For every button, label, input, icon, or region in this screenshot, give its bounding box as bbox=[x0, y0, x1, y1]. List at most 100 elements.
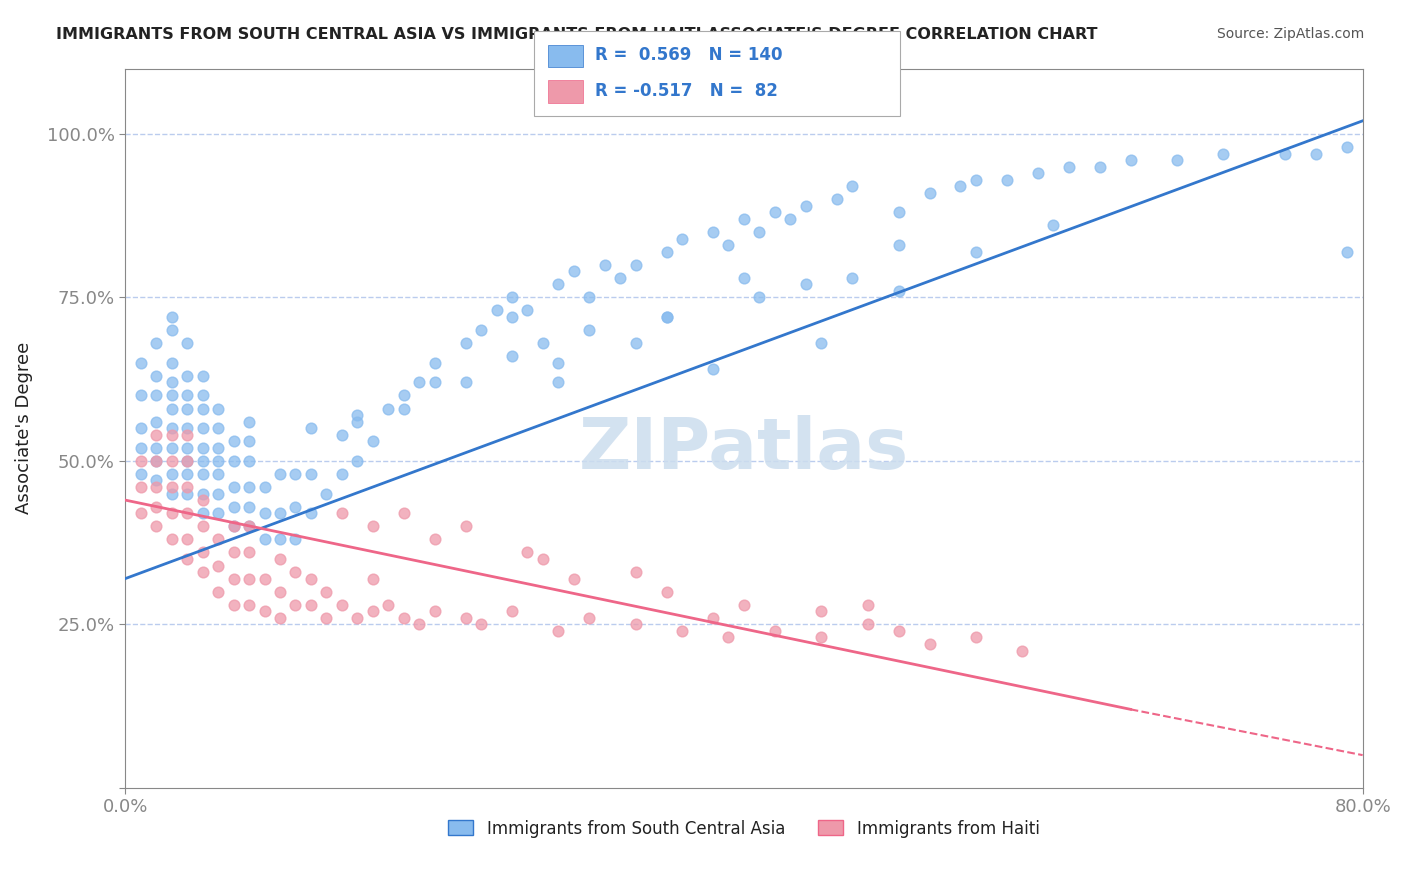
Point bbox=[145, 415, 167, 429]
Point bbox=[717, 238, 740, 252]
Point bbox=[485, 303, 508, 318]
Point bbox=[222, 500, 245, 514]
Point bbox=[207, 584, 229, 599]
Point bbox=[269, 533, 291, 547]
Point bbox=[253, 604, 276, 618]
Point bbox=[299, 467, 322, 481]
Point bbox=[145, 427, 167, 442]
Point bbox=[191, 421, 214, 435]
Point bbox=[887, 284, 910, 298]
Point bbox=[501, 604, 523, 618]
Point bbox=[299, 598, 322, 612]
Point bbox=[965, 631, 987, 645]
Point bbox=[207, 506, 229, 520]
Point bbox=[965, 172, 987, 186]
Point bbox=[408, 376, 430, 390]
Point bbox=[145, 480, 167, 494]
Point bbox=[454, 336, 477, 351]
Point bbox=[1166, 153, 1188, 167]
Point bbox=[207, 441, 229, 455]
Point bbox=[238, 545, 260, 559]
Point bbox=[160, 441, 183, 455]
Point bbox=[191, 506, 214, 520]
Point bbox=[207, 486, 229, 500]
Point bbox=[423, 604, 446, 618]
Point bbox=[176, 336, 198, 351]
Point bbox=[145, 441, 167, 455]
Point bbox=[717, 631, 740, 645]
Point bbox=[702, 225, 724, 239]
Point bbox=[222, 480, 245, 494]
Point bbox=[361, 434, 384, 449]
Point bbox=[1274, 146, 1296, 161]
Point bbox=[145, 336, 167, 351]
Point bbox=[702, 611, 724, 625]
Point bbox=[191, 493, 214, 508]
Point bbox=[145, 388, 167, 402]
Point bbox=[238, 415, 260, 429]
Point bbox=[531, 336, 554, 351]
Point bbox=[1336, 244, 1358, 259]
Point bbox=[253, 506, 276, 520]
Point bbox=[841, 179, 863, 194]
Point bbox=[454, 519, 477, 533]
Point bbox=[129, 467, 152, 481]
Point bbox=[222, 598, 245, 612]
Point bbox=[160, 388, 183, 402]
Point bbox=[207, 421, 229, 435]
Point bbox=[129, 480, 152, 494]
Point bbox=[624, 565, 647, 579]
Point bbox=[238, 519, 260, 533]
Point bbox=[145, 500, 167, 514]
Point bbox=[207, 454, 229, 468]
Point bbox=[794, 277, 817, 292]
Point bbox=[516, 545, 538, 559]
Point bbox=[269, 552, 291, 566]
Point bbox=[160, 356, 183, 370]
Legend: Immigrants from South Central Asia, Immigrants from Haiti: Immigrants from South Central Asia, Immi… bbox=[441, 813, 1046, 844]
Point bbox=[160, 421, 183, 435]
Text: ZIPatlas: ZIPatlas bbox=[579, 416, 910, 484]
Point bbox=[299, 506, 322, 520]
Point bbox=[238, 598, 260, 612]
Point bbox=[191, 519, 214, 533]
Point bbox=[330, 427, 353, 442]
Point bbox=[160, 480, 183, 494]
Point bbox=[547, 356, 569, 370]
Point bbox=[392, 388, 415, 402]
Point bbox=[191, 454, 214, 468]
Point bbox=[176, 480, 198, 494]
Text: R =  0.569   N = 140: R = 0.569 N = 140 bbox=[595, 46, 782, 64]
Point bbox=[1336, 140, 1358, 154]
Point bbox=[176, 467, 198, 481]
Point bbox=[1088, 160, 1111, 174]
Point bbox=[562, 264, 585, 278]
Point bbox=[129, 506, 152, 520]
Point bbox=[346, 611, 368, 625]
Point bbox=[501, 290, 523, 304]
Point bbox=[763, 624, 786, 638]
Point bbox=[222, 519, 245, 533]
Point bbox=[176, 533, 198, 547]
Point bbox=[284, 598, 307, 612]
Point bbox=[655, 310, 678, 324]
Point bbox=[129, 356, 152, 370]
Point bbox=[578, 323, 600, 337]
Point bbox=[856, 598, 879, 612]
Point bbox=[1011, 643, 1033, 657]
Point bbox=[609, 270, 631, 285]
Point bbox=[377, 598, 399, 612]
Point bbox=[516, 303, 538, 318]
Point bbox=[176, 401, 198, 416]
Point bbox=[825, 192, 848, 206]
Point bbox=[578, 611, 600, 625]
Point bbox=[810, 336, 832, 351]
Point bbox=[779, 211, 801, 226]
Point bbox=[918, 186, 941, 200]
Point bbox=[145, 454, 167, 468]
Point bbox=[160, 467, 183, 481]
Point bbox=[238, 519, 260, 533]
Point bbox=[346, 408, 368, 422]
Point bbox=[238, 500, 260, 514]
Point bbox=[733, 598, 755, 612]
